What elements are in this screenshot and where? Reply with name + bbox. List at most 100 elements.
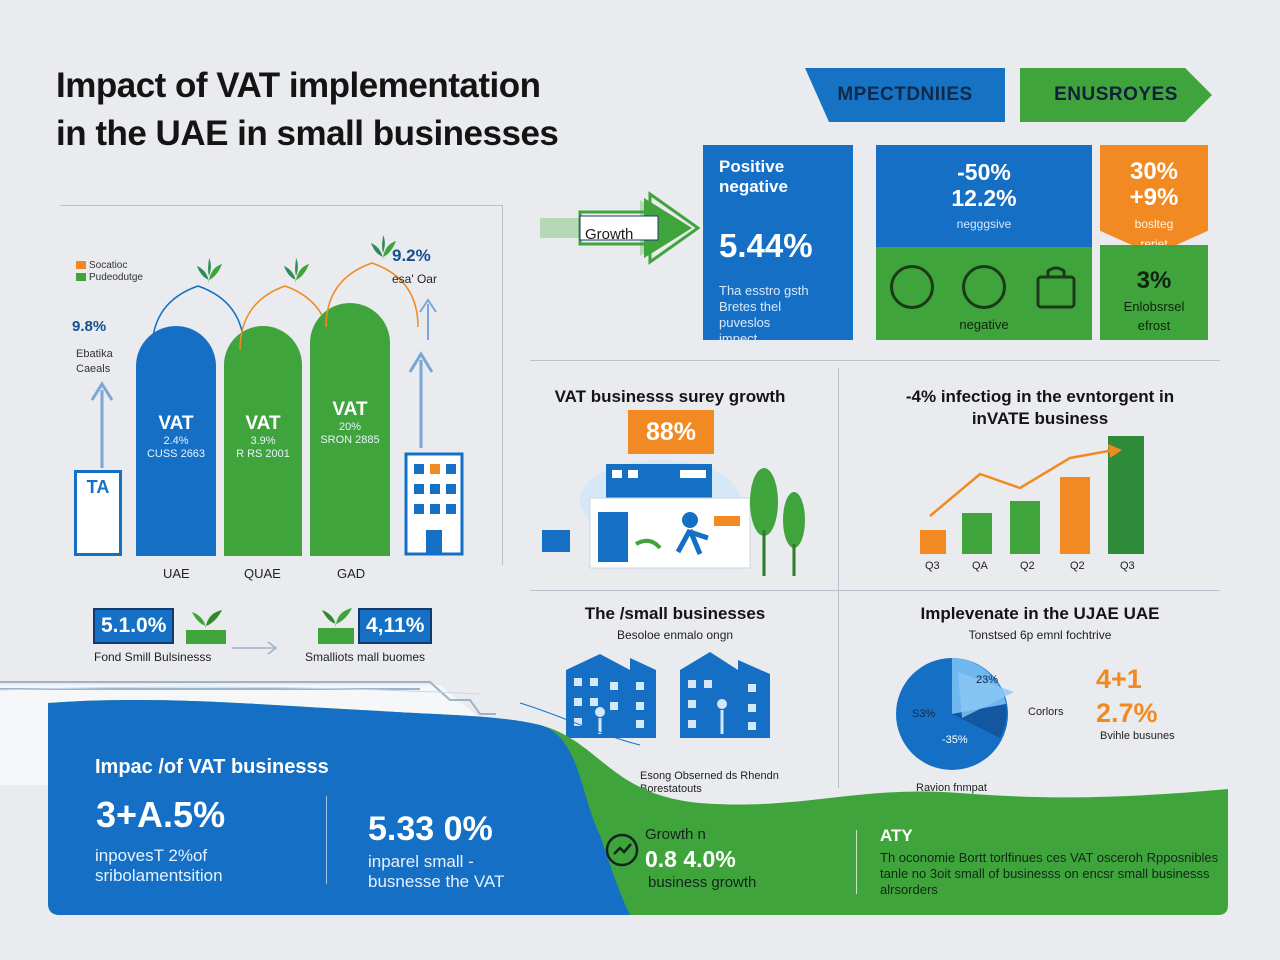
green-stat-sub-2: efrost: [1100, 318, 1208, 333]
side-text-line: Caeals: [76, 362, 113, 377]
bottom-aty-title: ATY: [880, 826, 913, 846]
small-biz-title: The /small businesses: [540, 603, 810, 625]
infection-bar-chart: [900, 436, 1160, 556]
infection-bar: [1060, 477, 1090, 554]
bottom-divider: [856, 830, 857, 894]
bottom-big-2: 5.33 0%: [368, 810, 493, 849]
quarter-label: QA: [972, 560, 988, 572]
connector-arrow-icon: [232, 636, 280, 660]
plant-icon: [184, 606, 228, 646]
right-sub: esa' Oar: [392, 272, 437, 286]
legend-label: Socatioc: [89, 260, 127, 271]
pillar-sub: 3.9%: [224, 435, 302, 448]
bottom-sub-line: inpovesT 2%of: [95, 846, 223, 866]
panel-positive-label: Positive: [719, 157, 837, 177]
bottom-sub-2: inparel small - busnesse the VAT: [368, 852, 504, 892]
legend-item: Socatioc: [76, 260, 143, 272]
bottom-growth-value: 0.8 4.0%: [645, 846, 736, 873]
title-line-2: in the UAE in small businesses: [56, 110, 696, 158]
small-biz-sub: Besoloe enmalo ongn: [540, 628, 810, 642]
infection-title-line-1: -4% infectiog in the evntorgent in: [860, 386, 1220, 408]
growth-coin-icon: [604, 832, 640, 868]
stat-line-2: 12.2%: [876, 185, 1092, 211]
category-label: UAE: [163, 566, 190, 581]
infection-title-line-2: inVATE business: [860, 408, 1220, 430]
money-bag-icon: [962, 265, 1006, 309]
pillar-bar: VAT20%SRON 2885: [310, 303, 390, 556]
pillar-title: VAT: [136, 413, 216, 435]
quarter-label: Q2: [1070, 560, 1085, 572]
pillar-sub: SRON 2885: [310, 434, 390, 447]
panel-text-line: Bretes thel: [719, 299, 837, 315]
pillar-title: VAT: [310, 399, 390, 421]
plant-icon: [316, 602, 356, 646]
up-arrow-icon: [408, 350, 434, 450]
panel-big-value: 5.44%: [719, 227, 837, 265]
panel-negative-label: negative: [719, 177, 837, 197]
side-percentage: 9.8%: [72, 318, 106, 335]
stats-panel-blue: -50% 12.2% negggsive: [876, 145, 1092, 247]
infection-bar: [1010, 501, 1040, 554]
pillar-sub: CUSS 2663: [136, 448, 216, 461]
right-percentage: 9.2%: [392, 246, 431, 266]
shopping-bag-icon: [1032, 263, 1080, 311]
wave-lines-icon: [0, 660, 500, 740]
orange-stat-1: 30%: [1100, 159, 1208, 185]
bottom-title: Impac /of VAT businesss: [95, 756, 329, 779]
pillar-bar: VAT2.4%CUSS 2663: [136, 326, 216, 556]
bottom-big-1: 3+A.5%: [96, 794, 225, 836]
stat-line-1: -50%: [876, 159, 1092, 185]
legend-swatch-green: [76, 273, 86, 281]
pillar-title: VAT: [224, 413, 302, 435]
side-text-line: Ebatika: [76, 347, 113, 362]
orange-sub-1: boslteg: [1100, 217, 1208, 231]
divider: [530, 590, 1220, 591]
green-stat-panel: 3% Enlobsrsel efrost: [1100, 245, 1208, 340]
positive-negative-panel: Positive negative 5.44% Tha esstro gsth …: [703, 145, 853, 340]
building-label: TA: [77, 477, 119, 498]
bottom-growth-label: Growth n: [645, 826, 706, 843]
legend-label: Pudeodutge: [89, 272, 143, 283]
panel-text-line: puveslos: [719, 315, 837, 331]
stat-box-1: 5.1.0%: [93, 608, 174, 644]
bottom-sub-1: inpovesT 2%of sribolamentsition: [95, 846, 223, 886]
infection-title: -4% infectiog in the evntorgent in inVAT…: [860, 386, 1220, 430]
tag-green-label: ENUSROYES: [1054, 84, 1178, 106]
growth-label: Growth: [585, 226, 633, 243]
pillar-sub: 2.4%: [136, 435, 216, 448]
panel-text-line: Tha esstro gsth: [719, 283, 837, 299]
bottom-aty-text: Th oconomie Bortt torlfinues ces VAT osc…: [880, 850, 1220, 898]
negative-label: negative: [876, 317, 1092, 332]
legend-swatch-orange: [76, 261, 86, 269]
panel-description: Tha esstro gsth Bretes thel puveslos imp…: [719, 283, 837, 347]
bottom-growth-sub: business growth: [648, 874, 756, 891]
building-icon: TA: [74, 470, 122, 556]
pillar-sub: 20%: [310, 421, 390, 434]
survey-illustration-icon: [540, 440, 810, 580]
legend-item: Pudeodutge: [76, 272, 143, 284]
category-label: QUAE: [244, 566, 281, 581]
quarter-label: Q3: [1120, 560, 1135, 572]
tag-green: ENUSROYES: [1020, 68, 1212, 122]
tag-blue-label: MPECTDNIIES: [837, 84, 972, 106]
quarter-label: Q2: [1020, 560, 1035, 572]
title-line-1: Impact of VAT implementation: [56, 62, 696, 110]
tag-blue: MPECTDNIIES: [805, 68, 1005, 122]
up-arrow-icon: [90, 380, 114, 470]
orange-stat-panel: 30% +9% boslteg reriet: [1100, 145, 1208, 255]
infection-bar: [962, 513, 992, 554]
stats-panel-green: negative: [876, 247, 1092, 340]
leaf-badge-icon: [890, 265, 934, 309]
bottom-divider: [326, 796, 327, 884]
green-stat-sub-1: Enlobsrsel: [1100, 299, 1208, 314]
bottom-sub-line: busnesse the VAT: [368, 872, 504, 892]
pillar-outline: [322, 259, 422, 329]
infection-bar: [920, 530, 946, 554]
bottom-sub-line: inparel small -: [368, 852, 504, 872]
survey-title: VAT businesss surey growth: [530, 386, 810, 408]
pillar-sub: R RS 2001: [224, 448, 302, 461]
stat-sub: negggsive: [876, 217, 1092, 231]
orange-stat-2: +9%: [1100, 185, 1208, 211]
stat-box-2: 4,11%: [358, 608, 432, 644]
implement-title: Implevenate in the UJAE UAE: [860, 603, 1220, 625]
